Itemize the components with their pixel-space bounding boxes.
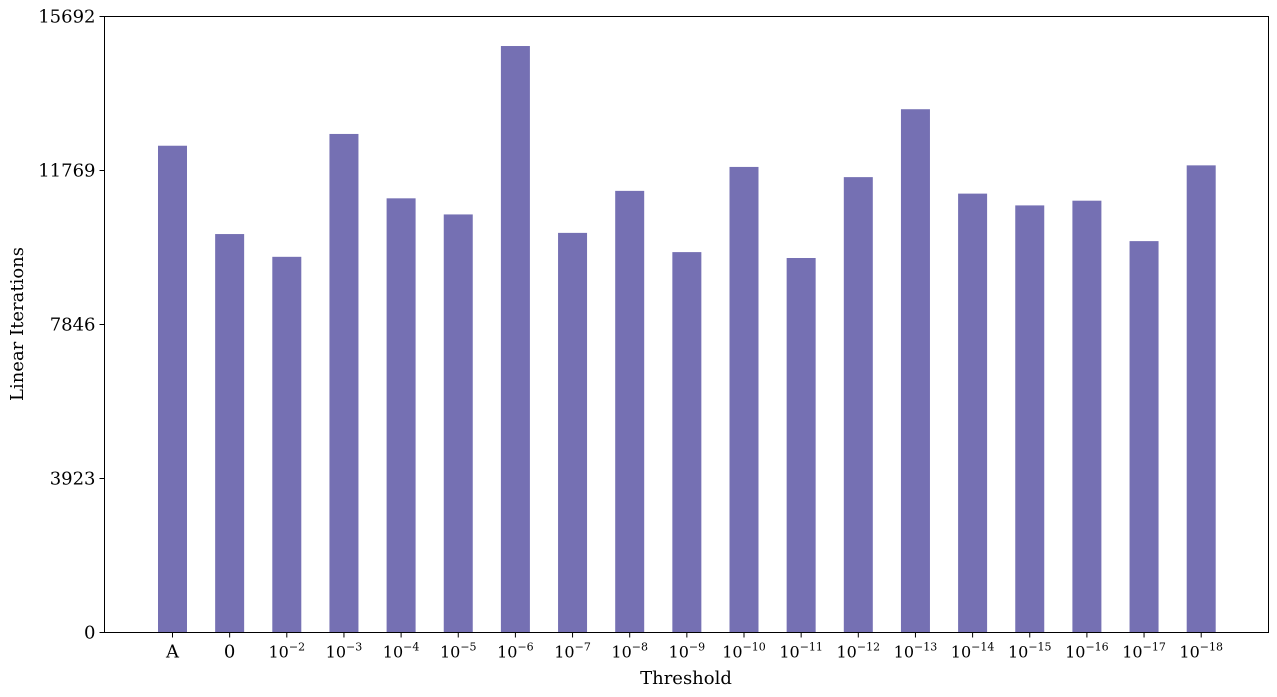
y-tick-label: 3923 [50,469,96,490]
y-tick-label: 0 [84,623,95,644]
bar-5 [443,214,473,633]
x-tick-label: 10−6 [497,641,534,662]
x-tick-label: 10−11 [779,641,823,662]
y-axis: 0 3923 7846 11769 15692 [38,7,105,644]
bar-17 [1129,241,1159,633]
y-tick-label: 15692 [38,7,95,28]
bars-layer [158,46,1216,633]
bar-18 [1186,165,1216,633]
y-tick-label: 7846 [50,315,96,336]
x-axis-title: Threshold [640,668,732,689]
x-tick-label: 10−13 [894,641,938,662]
bar-10 [729,166,759,633]
x-tick-label: 10−15 [1008,641,1052,662]
x-tick-label: 10−18 [1179,641,1223,662]
bar-0 [158,145,187,633]
y-tick-label: 11769 [38,161,95,182]
bar-2 [272,256,302,633]
bar-13 [900,109,930,633]
x-tick-label: 10−12 [837,641,881,662]
bar-4 [386,198,416,633]
x-tick-label: 10−5 [440,641,477,662]
x-tick-label: 10−10 [722,641,766,662]
x-tick-label: 10−7 [554,641,591,662]
bar-11 [786,258,816,633]
bar-9 [672,252,702,633]
bar-14 [958,193,988,633]
bar-8 [615,190,645,633]
x-tick-label: 10−4 [383,641,420,662]
y-axis-title: Linear Iterations [7,247,28,401]
x-tick-label: 10−9 [669,641,706,662]
x-tick-label: A [165,642,180,663]
x-tick-label: 10−16 [1065,641,1109,662]
x-tick-label: 10−3 [326,641,363,662]
x-tick-label: 10−2 [269,641,306,662]
x-axis: A 0 10−2 10−3 10−4 10−5 10−6 10−7 10−8 10−9 10−10 1… [165,632,1223,663]
bar-7 [558,232,588,633]
bar-15 [1015,205,1045,633]
bar-16 [1072,200,1102,633]
bar-3 [329,133,359,633]
x-tick-label: 10−8 [611,641,648,662]
bar-6 [500,46,530,633]
x-tick-label: 10−17 [1122,641,1166,662]
bar-1 [215,234,245,633]
x-tick-label: 0 [224,642,235,663]
x-tick-label: 10−14 [951,641,995,662]
bar-12 [843,177,873,633]
